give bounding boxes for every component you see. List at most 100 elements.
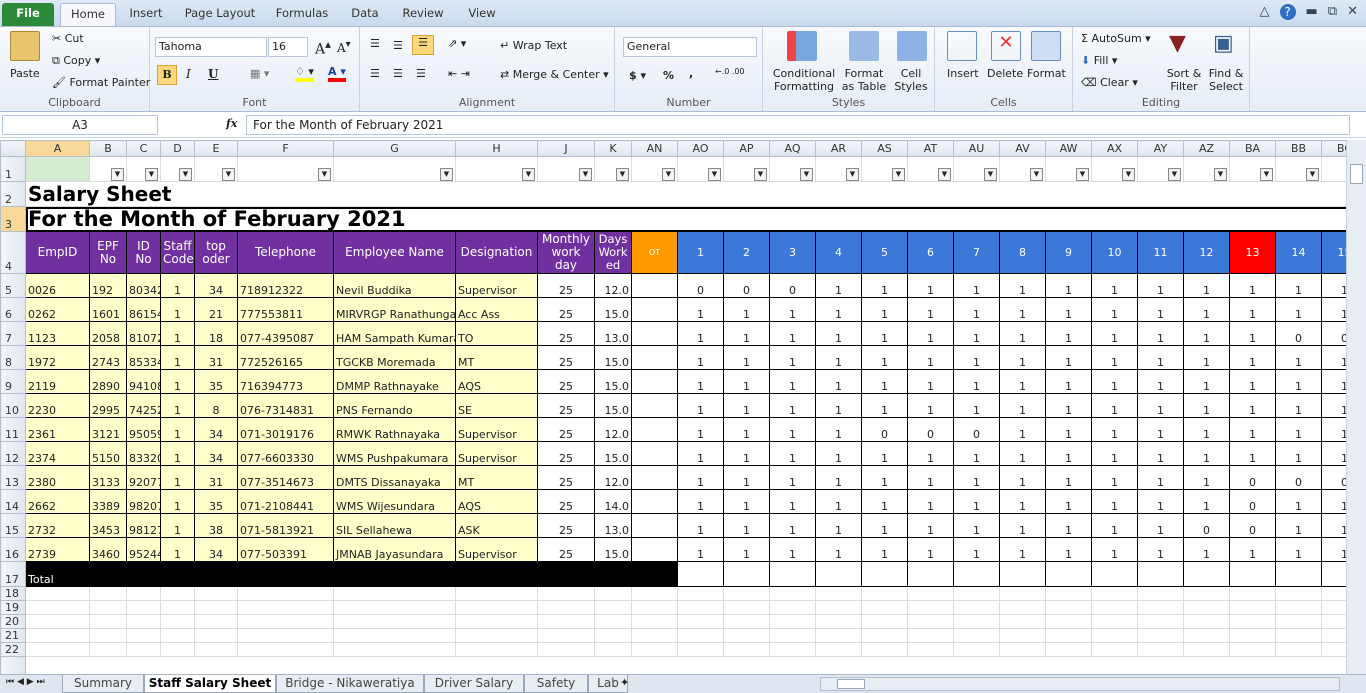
filter-dropdown-icon[interactable]: ▼ xyxy=(1076,168,1089,181)
format-painter-button[interactable]: 🖌 Format Painter xyxy=(52,76,150,89)
attendance-cell[interactable]: 1 xyxy=(1091,321,1138,346)
employee-cell[interactable]: WMS Pushpakumara xyxy=(333,441,456,466)
merge-center-button[interactable]: ⇄ Merge & Center ▾ xyxy=(500,68,609,81)
attendance-cell[interactable]: 1 xyxy=(999,345,1046,370)
attendance-cell[interactable]: 1 xyxy=(953,321,1000,346)
filter-cell[interactable]: ▼ xyxy=(861,156,908,182)
hscroll-thumb[interactable] xyxy=(837,679,865,689)
empty-cell[interactable] xyxy=(333,614,456,629)
empty-cell[interactable] xyxy=(1229,614,1276,629)
tab-formulas[interactable]: Formulas xyxy=(275,6,329,20)
minimize-ribbon-icon[interactable]: △ xyxy=(1259,4,1270,19)
bold-button[interactable]: B xyxy=(157,65,177,85)
empty-cell[interactable] xyxy=(724,657,770,675)
employee-cell[interactable]: 2732 xyxy=(25,513,90,538)
attendance-cell[interactable]: 1 xyxy=(953,465,1000,490)
empty-cell[interactable] xyxy=(907,642,954,657)
attendance-cell[interactable]: 1 xyxy=(861,297,908,322)
ot-cell[interactable] xyxy=(631,465,678,490)
empty-cell[interactable] xyxy=(594,600,632,615)
employee-cell[interactable]: 18 xyxy=(194,321,238,346)
row-header[interactable] xyxy=(0,656,26,674)
empty-cell[interactable] xyxy=(1184,657,1230,675)
empty-cell[interactable] xyxy=(1275,642,1322,657)
empty-cell[interactable] xyxy=(1137,614,1184,629)
attendance-cell[interactable]: 1 xyxy=(999,369,1046,394)
employee-cell[interactable]: Supervisor xyxy=(455,273,538,298)
attendance-cell[interactable]: 1 xyxy=(861,441,908,466)
attendance-cell[interactable]: 1 xyxy=(1275,537,1322,562)
attendance-cell[interactable]: 1 xyxy=(907,513,954,538)
empty-cell[interactable] xyxy=(723,586,770,601)
empty-cell[interactable] xyxy=(89,600,127,615)
employee-cell[interactable]: TO xyxy=(455,321,538,346)
empty-cell[interactable] xyxy=(954,657,1000,675)
attendance-cell[interactable]: 1 xyxy=(1091,273,1138,298)
attendance-cell[interactable]: 1 xyxy=(1229,537,1276,562)
ot-cell[interactable] xyxy=(631,513,678,538)
row-header[interactable]: 9 xyxy=(0,369,26,394)
employee-cell[interactable]: 15.0 xyxy=(594,369,632,394)
column-header[interactable]: F xyxy=(237,140,334,157)
attendance-cell[interactable]: 1 xyxy=(999,513,1046,538)
select-all-corner[interactable] xyxy=(0,140,26,157)
attendance-cell[interactable]: 1 xyxy=(723,465,770,490)
employee-cell[interactable]: JMNAB Jayasundara xyxy=(333,537,456,562)
employee-cell[interactable]: 1 xyxy=(160,369,195,394)
empty-cell[interactable] xyxy=(1276,657,1322,675)
empty-cell[interactable] xyxy=(1229,628,1276,643)
attendance-cell[interactable]: 1 xyxy=(1091,489,1138,514)
attendance-cell[interactable]: 1 xyxy=(1275,393,1322,418)
filter-cell[interactable]: ▼ xyxy=(677,156,724,182)
filter-dropdown-icon[interactable]: ▼ xyxy=(1122,168,1135,181)
attendance-cell[interactable]: 1 xyxy=(861,465,908,490)
column-header[interactable]: D xyxy=(160,140,195,157)
attendance-cell[interactable]: 1 xyxy=(1321,489,1346,514)
clear-button[interactable]: ⌫ Clear ▾ xyxy=(1081,76,1138,89)
empty-cell[interactable] xyxy=(816,657,862,675)
conditional-formatting-button[interactable]: Conditional Formatting xyxy=(772,67,836,93)
empty-cell[interactable] xyxy=(632,657,678,675)
attendance-cell[interactable]: 1 xyxy=(1321,441,1346,466)
employee-cell[interactable]: 34 xyxy=(194,273,238,298)
empty-cell[interactable] xyxy=(1045,614,1092,629)
attendance-cell[interactable]: 1 xyxy=(1091,393,1138,418)
empty-cell[interactable] xyxy=(1091,614,1138,629)
attendance-cell[interactable]: 1 xyxy=(1137,393,1184,418)
attendance-cell[interactable]: 1 xyxy=(815,321,862,346)
employee-cell[interactable]: 95059 xyxy=(126,417,161,442)
row-header[interactable]: 17 xyxy=(0,561,26,587)
fill-color-icon[interactable]: ♢ ▾ xyxy=(295,65,314,82)
attendance-cell[interactable]: 1 xyxy=(1045,345,1092,370)
attendance-cell[interactable]: 1 xyxy=(1321,417,1346,442)
employee-cell[interactable]: 192 xyxy=(89,273,127,298)
employee-cell[interactable]: TGCKB Moremada xyxy=(333,345,456,370)
employee-cell[interactable]: 92077 xyxy=(126,465,161,490)
empty-cell[interactable] xyxy=(1321,642,1346,657)
column-header[interactable]: AR xyxy=(815,140,862,157)
empty-cell[interactable] xyxy=(999,614,1046,629)
filter-dropdown-icon[interactable]: ▼ xyxy=(846,168,859,181)
attendance-cell[interactable]: 1 xyxy=(1183,297,1230,322)
ot-cell[interactable] xyxy=(631,273,678,298)
empty-cell[interactable] xyxy=(815,642,862,657)
sheet-tab[interactable]: Staff Salary Sheet xyxy=(144,675,276,693)
employee-cell[interactable]: 25 xyxy=(537,417,595,442)
employee-cell[interactable]: 716394773 xyxy=(237,369,334,394)
worksheet-grid[interactable]: A B C D E F G H J K AN AO AP AQ AR AS AT AU AV AW AX AY AZ BA BB… xyxy=(0,140,1346,674)
employee-cell[interactable]: Nevil Buddika xyxy=(333,273,456,298)
filter-dropdown-icon[interactable]: ▼ xyxy=(1168,168,1181,181)
empty-cell[interactable] xyxy=(237,614,334,629)
comma-button[interactable]: , xyxy=(689,67,694,80)
empty-cell[interactable] xyxy=(1230,657,1276,675)
column-header[interactable]: K xyxy=(594,140,632,157)
paste-button[interactable]: Paste xyxy=(10,67,40,80)
empty-cell[interactable] xyxy=(861,600,908,615)
empty-cell[interactable] xyxy=(907,614,954,629)
empty-cell[interactable] xyxy=(1137,600,1184,615)
attendance-cell[interactable]: 1 xyxy=(1137,489,1184,514)
attendance-cell[interactable]: 0 xyxy=(1275,465,1322,490)
filter-dropdown-icon[interactable]: ▼ xyxy=(1214,168,1227,181)
employee-cell[interactable]: 1601 xyxy=(89,297,127,322)
attendance-cell[interactable]: 1 xyxy=(677,321,724,346)
